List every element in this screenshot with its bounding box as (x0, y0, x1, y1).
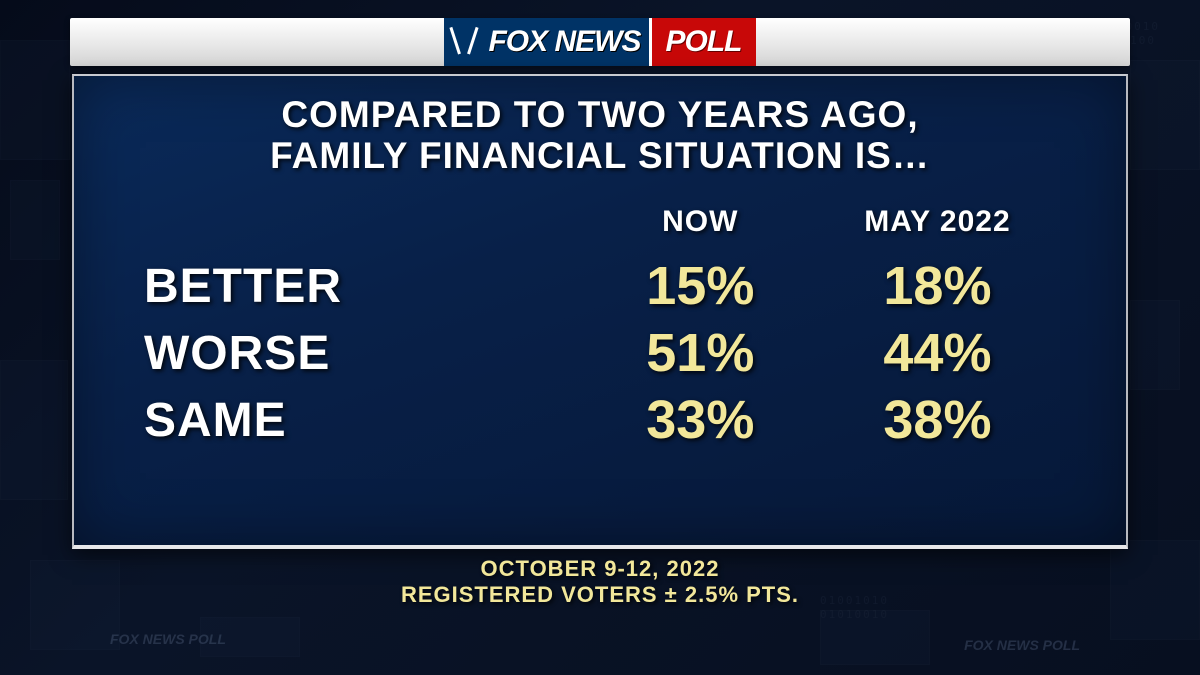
val-worse-now: 51% (582, 320, 819, 387)
val-same-may: 38% (819, 387, 1056, 454)
watermark: FOX NEWS POLL (964, 637, 1080, 653)
val-worse-may: 44% (819, 320, 1056, 387)
table-row: WORSE 51% 44% (144, 320, 1056, 387)
row-label-same: SAME (144, 387, 582, 454)
header-bar: FOX NEWS POLL (70, 18, 1130, 66)
table-row: SAME 33% 38% (144, 387, 1056, 454)
val-better-may: 18% (819, 253, 1056, 320)
row-label-better: BETTER (144, 253, 582, 320)
poll-panel: COMPARED TO TWO YEARS AGO, FAMILY FINANC… (72, 74, 1128, 549)
val-same-now: 33% (582, 387, 819, 454)
row-label-worse: WORSE (144, 320, 582, 387)
footer-date: OCTOBER 9-12, 2022 (481, 556, 720, 581)
table-row: BETTER 15% 18% (144, 253, 1056, 320)
brand-poll: POLL (649, 18, 756, 66)
question-line1: COMPARED TO TWO YEARS AGO, (281, 94, 918, 135)
watermark: FOX NEWS POLL (110, 631, 226, 647)
brand-logo: FOX NEWS POLL (444, 18, 755, 66)
searchlight-icon (444, 22, 484, 62)
brand-fox-news: FOX NEWS (484, 25, 648, 59)
table-header-row: NOW MAY 2022 (144, 205, 1056, 253)
col-head-may: MAY 2022 (819, 205, 1056, 253)
poll-table: NOW MAY 2022 BETTER 15% 18% WORSE 51% 44… (144, 205, 1056, 454)
footer-sample: REGISTERED VOTERS ± 2.5% PTS. (401, 582, 799, 607)
val-better-now: 15% (582, 253, 819, 320)
col-head-now: NOW (582, 205, 819, 253)
question-line2: FAMILY FINANCIAL SITUATION IS… (270, 135, 930, 176)
poll-question: COMPARED TO TWO YEARS AGO, FAMILY FINANC… (144, 94, 1056, 177)
poll-footer: OCTOBER 9-12, 2022 REGISTERED VOTERS ± 2… (0, 556, 1200, 609)
